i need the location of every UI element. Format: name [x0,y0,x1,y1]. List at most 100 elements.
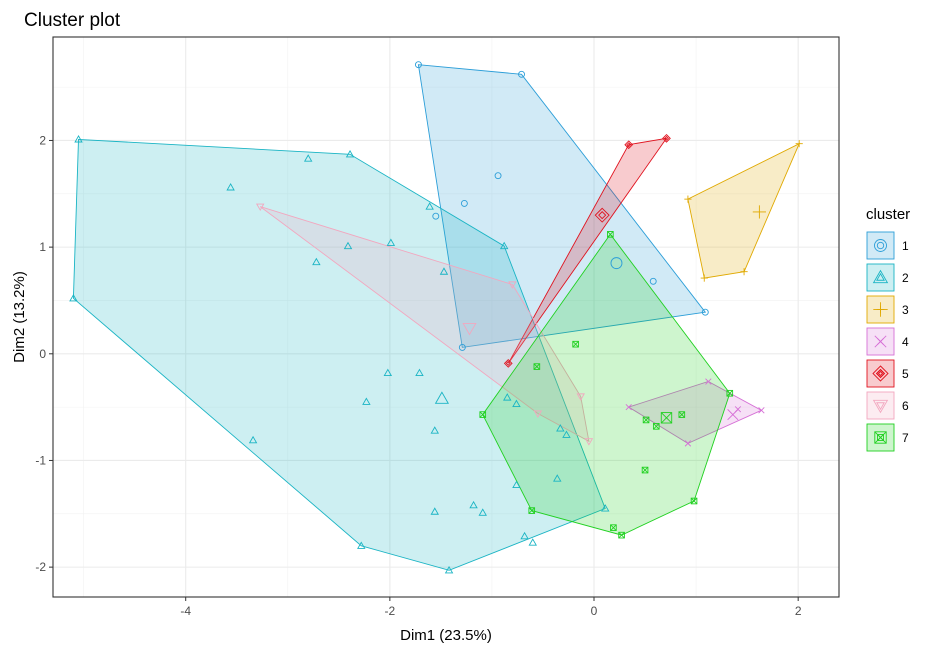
cluster-2-point [248,435,258,444]
cluster-2-point [345,149,355,158]
y-tick-label: -2 [35,560,46,574]
cluster-2-point [499,241,509,250]
cluster-1-point [701,308,709,316]
legend-label: 7 [902,431,909,445]
cluster-1-point [458,343,466,351]
cluster-7-point [690,497,698,505]
cluster-2-point [469,500,478,509]
cluster-1-point [518,70,525,78]
legend-marker [876,402,885,411]
cluster-6-point [584,438,594,446]
cluster-3-point [684,195,692,203]
cluster-6-hull [259,206,590,443]
cluster-2-point [312,257,321,266]
cluster-7-point [607,231,614,238]
cluster-7-point [726,389,734,397]
legend-key-7: 7 [866,423,909,452]
cluster-2-point [439,267,449,275]
y-tick-label: -1 [35,453,46,467]
y-tick-label: 2 [39,133,46,147]
cluster-3-centroid [752,205,766,219]
cluster-6-centroid [462,323,477,336]
legend-swatch [866,327,895,356]
cluster-2-point [425,202,434,210]
cluster-2-point [415,368,424,377]
cluster-2-point [601,504,610,512]
cluster-7-point [618,531,625,539]
legend-marker-large [874,239,887,252]
chart-title: Cluster plot [24,10,121,31]
cluster-4-point [684,440,692,447]
cluster-1-point [414,61,422,69]
cluster-2-point [553,474,562,482]
cluster-2-point [430,426,439,434]
legend-marker-large [872,365,889,382]
cluster-6-point [255,203,265,211]
cluster-1-point [432,212,440,220]
cluster-7-point [642,416,650,424]
cluster-2-point [528,538,537,546]
cluster-2-point [512,399,521,407]
x-tick-label: -4 [180,604,191,618]
legend: cluster 1 2 3 4 5 6 7 [866,206,910,452]
x-tick-label: 2 [795,604,802,618]
cluster-2-point [386,238,396,246]
cluster-4-centroid [727,409,739,421]
cluster-7-point [528,507,536,514]
legend-marker-large [874,431,887,444]
cluster-1-point [460,199,468,207]
legend-label: 5 [902,367,909,381]
legend-swatch [866,391,895,420]
cluster-5-point [503,359,513,368]
legend-marker-large [874,335,887,348]
legend-key-6: 6 [866,391,909,420]
gridlines [53,37,839,597]
legend-key-2: 2 [866,263,909,292]
legend-marker [876,241,885,250]
cluster-7-point [678,411,686,418]
cluster-2-point [478,508,487,516]
cluster-1-hull [417,64,707,348]
cluster-4-point [758,407,765,414]
cluster-7-point [479,411,487,418]
legend-marker [876,272,885,281]
cluster-7-point [533,363,541,370]
cluster-5-centroid [594,207,610,223]
legend-marker-large [872,399,889,414]
cluster-7-point [572,340,579,348]
cluster-2-point [357,541,366,549]
cluster-2-point [383,368,393,377]
cluster-7-point [641,466,649,474]
legend-swatch [866,263,895,292]
y-tick-label: 1 [39,240,46,254]
cluster-2-point [512,480,521,489]
cluster-6-point [533,410,543,418]
axes: -4 -2 0 2 -2 -1 0 1 2 [35,133,801,618]
cluster-6-point [576,393,585,401]
cluster-4-point [625,403,632,411]
data-points [69,61,803,574]
cluster-2-point [226,183,235,191]
cluster-3-point [795,140,803,148]
legend-title: cluster [866,206,910,223]
legend-key-4: 4 [866,327,909,356]
legend-swatch [866,231,895,260]
legend-label: 3 [902,303,909,317]
cluster-2-point [520,531,529,540]
cluster-7-point [652,423,660,430]
cluster-1-centroid [610,257,623,270]
cluster-2-point [444,565,454,574]
legend-marker-large [872,269,889,284]
cluster-3-point [740,268,748,276]
cluster-6-point [508,281,517,289]
cluster-7-centroid [660,412,673,424]
x-tick-label: 0 [591,604,598,618]
cluster-2-centroid [434,391,450,404]
cluster-2-point [362,397,371,405]
cluster-2-point [430,507,439,515]
cluster-2-point [74,135,83,143]
legend-marker-large [873,302,888,317]
cluster-7-point [610,524,617,531]
cluster-2-point [556,424,565,432]
